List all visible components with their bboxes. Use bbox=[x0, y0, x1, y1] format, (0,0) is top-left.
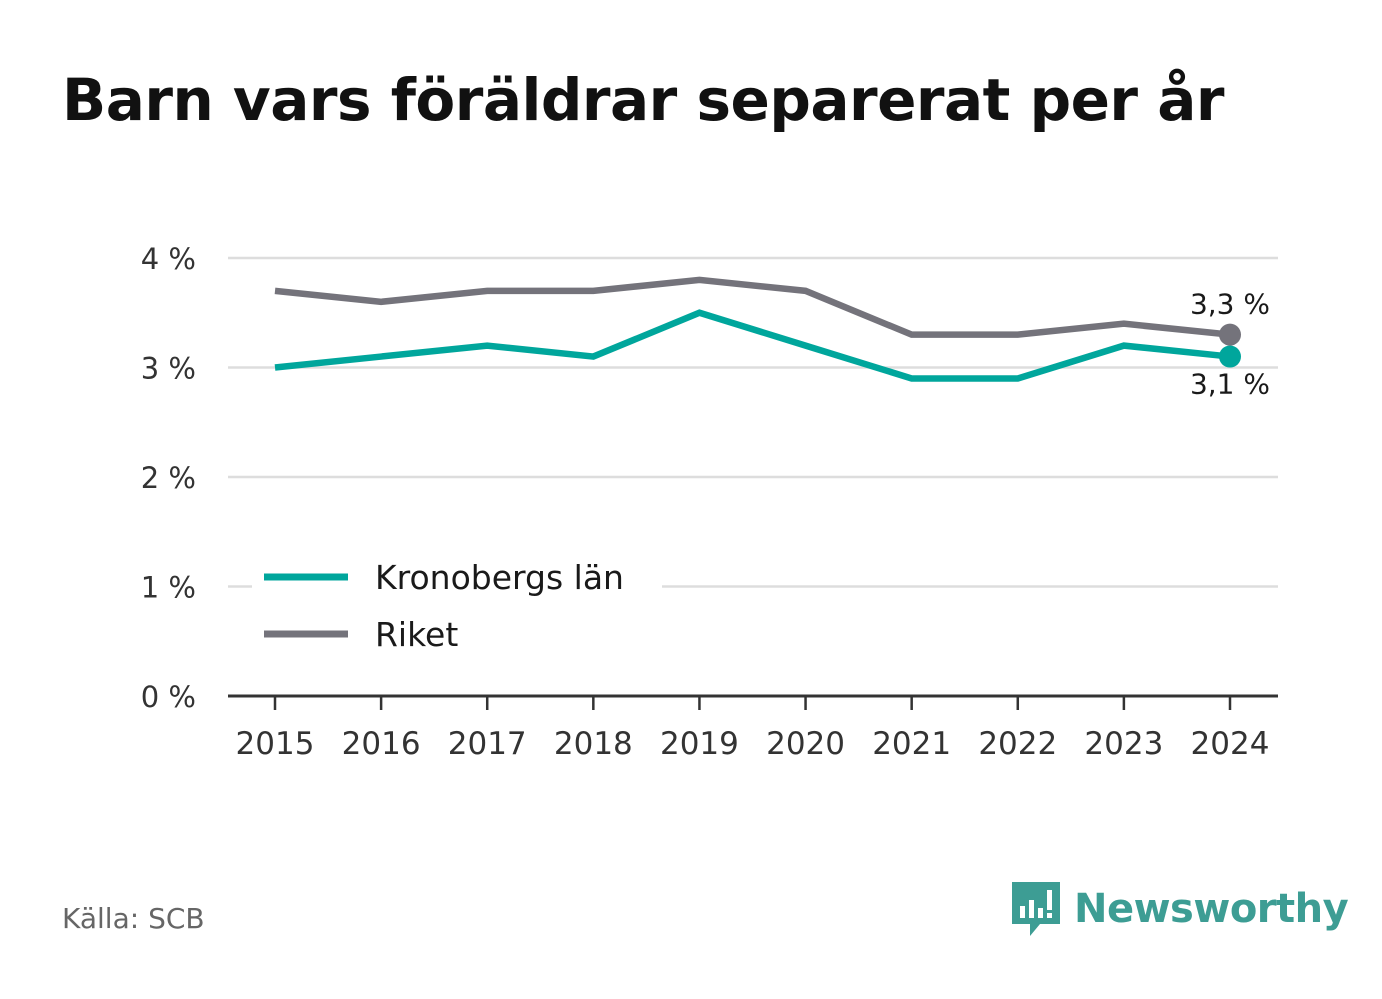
x-tick-label: 2017 bbox=[448, 726, 527, 762]
x-tick-label: 2019 bbox=[660, 726, 739, 762]
x-tick-label: 2020 bbox=[766, 726, 845, 762]
x-tick-label: 2018 bbox=[554, 726, 633, 762]
chart-title: Barn vars föräldrar separerat per år bbox=[62, 66, 1224, 134]
y-tick-label: 1 % bbox=[141, 571, 196, 605]
y-tick-label: 3 % bbox=[141, 352, 196, 386]
legend-background bbox=[252, 547, 662, 597]
series-line bbox=[274, 276, 1231, 338]
y-tick-label: 0 % bbox=[141, 680, 196, 714]
x-tick-label: 2021 bbox=[872, 726, 951, 762]
source-note: Källa: SCB bbox=[62, 902, 205, 935]
newsworthy-logo-icon bbox=[1012, 882, 1060, 936]
brand-name: Newsworthy bbox=[1074, 886, 1349, 932]
series-end-point bbox=[1219, 345, 1241, 368]
x-tick-label: 2023 bbox=[1084, 726, 1163, 762]
series-line bbox=[274, 309, 1231, 382]
y-tick-label: 2 % bbox=[141, 461, 196, 495]
x-tick-label: 2016 bbox=[342, 726, 421, 762]
y-tick-label: 4 % bbox=[141, 242, 196, 276]
legend-background bbox=[252, 604, 662, 654]
end-value-label: 3,3 % bbox=[1190, 288, 1270, 321]
legend-label: Kronobergs län bbox=[375, 558, 624, 597]
series-end-point bbox=[1219, 323, 1241, 346]
x-tick-label: 2015 bbox=[236, 726, 315, 762]
x-tick-label: 2024 bbox=[1191, 726, 1270, 762]
brand-logo: Newsworthy bbox=[1010, 880, 1349, 938]
end-value-label: 3,1 % bbox=[1190, 368, 1270, 401]
legend-label: Riket bbox=[375, 615, 458, 654]
x-tick-label: 2022 bbox=[978, 726, 1057, 762]
